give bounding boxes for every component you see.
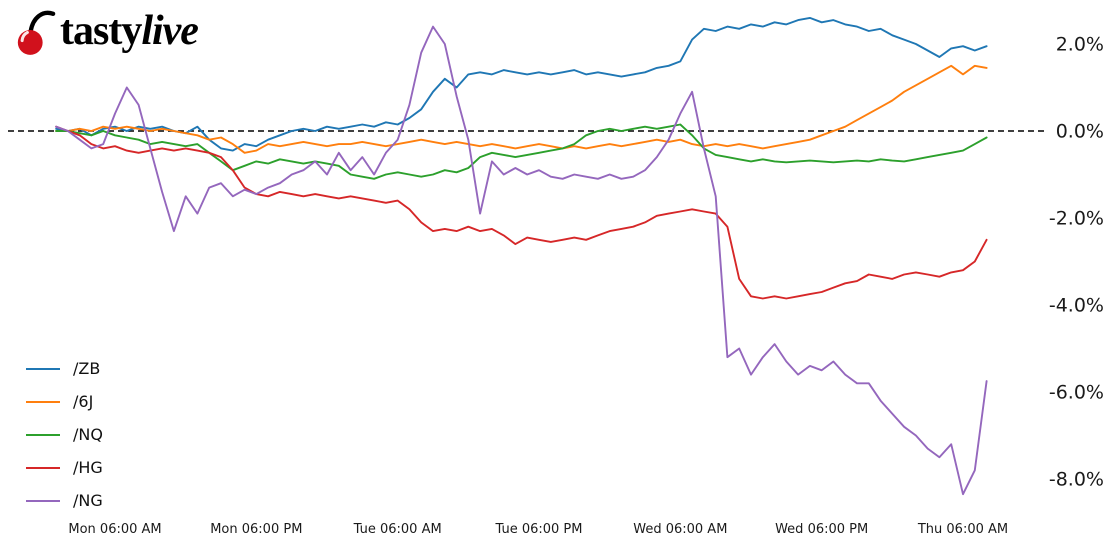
legend-item-6j: /6J	[26, 385, 103, 418]
x-tick-label: Tue 06:00 AM	[353, 522, 442, 537]
legend-swatch	[26, 433, 60, 436]
series-line-6j	[55, 64, 988, 154]
legend-item-hg: /HG	[26, 451, 103, 484]
brand-live: live	[141, 8, 199, 54]
x-tick-label: Mon 06:00 PM	[210, 522, 302, 537]
legend-swatch	[26, 499, 60, 502]
x-tick-label: Wed 06:00 AM	[633, 522, 727, 537]
x-tick-label: Wed 06:00 PM	[775, 522, 868, 537]
y-tick-label: 0.0%	[1056, 121, 1104, 143]
legend-swatch	[26, 400, 60, 403]
cherry-icon	[17, 10, 56, 55]
series-line-ng	[55, 25, 988, 496]
brand-wordmark: tastylive	[60, 8, 199, 54]
y-tick-label: -2.0%	[1049, 208, 1104, 230]
legend-label: /NG	[73, 491, 103, 510]
y-tick-label: -4.0%	[1049, 295, 1104, 317]
legend-label: /HG	[73, 458, 103, 477]
chart-legend: /ZB/6J/NQ/HG/NG	[26, 352, 103, 517]
x-tick-label: Tue 06:00 PM	[495, 522, 583, 537]
y-tick-label: -6.0%	[1049, 382, 1104, 404]
x-tick-label: Thu 06:00 AM	[917, 522, 1008, 537]
y-tick-label: -8.0%	[1049, 469, 1104, 491]
series-line-zb	[55, 16, 988, 152]
brand-tasty: tasty	[60, 8, 142, 54]
legend-label: /ZB	[73, 359, 101, 378]
legend-item-ng: /NG	[26, 484, 103, 517]
y-tick-label: 2.0%	[1056, 34, 1104, 56]
series-line-hg	[55, 125, 988, 300]
tastylive-logo: tastylive	[14, 6, 199, 56]
legend-item-nq: /NQ	[26, 418, 103, 451]
legend-label: /6J	[73, 392, 94, 411]
legend-item-zb: /ZB	[26, 352, 103, 385]
legend-swatch	[26, 367, 60, 370]
legend-label: /NQ	[73, 425, 103, 444]
legend-swatch	[26, 466, 60, 469]
x-tick-label: Mon 06:00 AM	[68, 522, 161, 537]
